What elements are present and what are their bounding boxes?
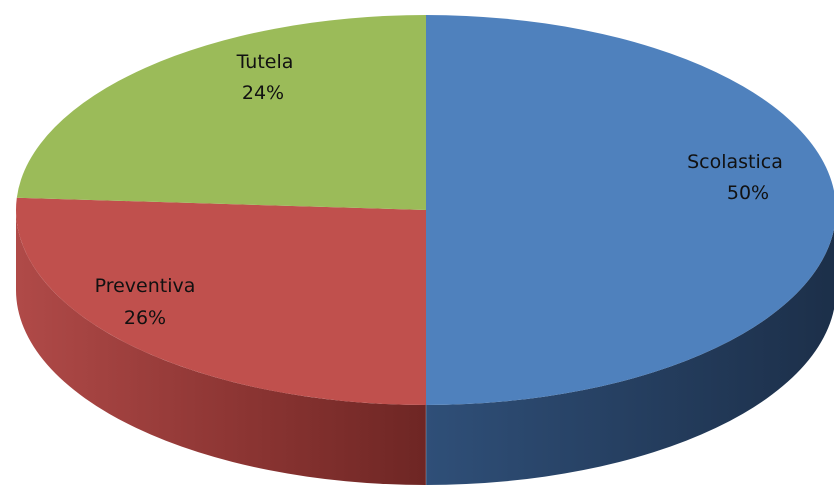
slice-side-preventiva [16,210,426,485]
slice-preventiva [15,197,427,405]
slice-value-tutela: 24% [242,82,284,104]
pie-labels: Scolastica 50% Preventiva 26% Tutela 24% [95,51,783,329]
pie-sides [16,210,834,485]
slice-side-scolastica [426,228,834,485]
slice-tutela [16,15,426,210]
slice-value-scolastica: 50% [727,182,769,204]
slice-label-tutela: Tutela [236,51,294,73]
pie-tops [15,15,834,405]
slice-scolastica [426,15,834,405]
slice-value-preventiva: 26% [124,307,166,329]
slice-label-preventiva: Preventiva [95,275,196,297]
slice-label-scolastica: Scolastica [687,151,783,173]
